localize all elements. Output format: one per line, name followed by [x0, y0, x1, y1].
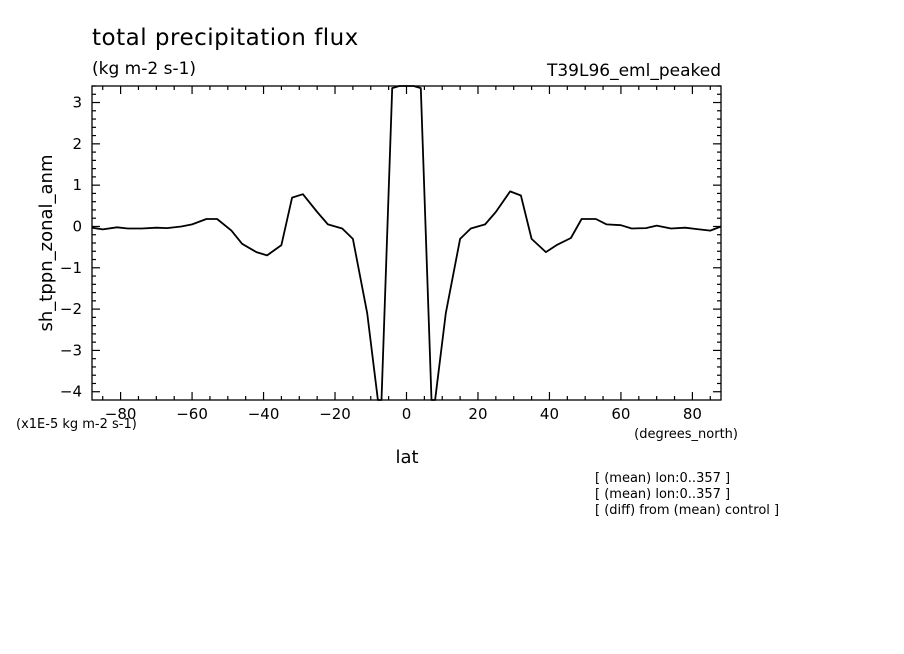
x-axis-units: (degrees_north)	[634, 427, 738, 442]
x-tick-label: −40	[248, 405, 280, 423]
note-2: [ (mean) lon:0..357 ]	[595, 487, 730, 502]
y-tick-label: −3	[60, 341, 82, 359]
axis-ticks	[92, 85, 721, 400]
x-tick-label: 60	[611, 405, 630, 423]
chart-title: total precipitation flux	[92, 25, 359, 51]
y-tick-label: −1	[60, 259, 82, 277]
y-tick-label: −2	[60, 300, 82, 318]
x-tick-label: 20	[468, 405, 487, 423]
note-1: [ (mean) lon:0..357 ]	[595, 471, 730, 486]
chart-units: (kg m-2 s-1)	[92, 59, 196, 79]
y-tick-label: 2	[72, 135, 82, 153]
y-axis-label: sh_tppn_zonal_anm	[36, 155, 57, 332]
x-axis-label: lat	[395, 447, 418, 468]
y-tick-label: −4	[60, 383, 82, 401]
y-tick-label: 0	[72, 217, 82, 235]
data-series	[91, 85, 722, 401]
x-tick-label: −20	[319, 405, 351, 423]
x-tick-label: −60	[176, 405, 208, 423]
scale-note: (x1E-5 kg m-2 s-1)	[16, 417, 137, 432]
series-line	[91, 85, 722, 401]
y-tick-labels: −4 −3 −2 −1 0 1 2 3	[60, 94, 82, 401]
plot-frame	[91, 85, 722, 401]
x-tick-label: −80	[105, 405, 137, 423]
x-tick-label: 80	[683, 405, 702, 423]
x-tick-labels: −80 −60 −40 −20 0 20 40 60 80	[105, 405, 702, 423]
x-tick-label: 40	[540, 405, 559, 423]
y-tick-label: 3	[72, 94, 82, 112]
note-3: [ (diff) from (mean) control ]	[595, 503, 779, 518]
run-name: T39L96_eml_peaked	[546, 61, 721, 81]
x-tick-label: 0	[402, 405, 412, 423]
y-tick-label: 1	[72, 176, 82, 194]
